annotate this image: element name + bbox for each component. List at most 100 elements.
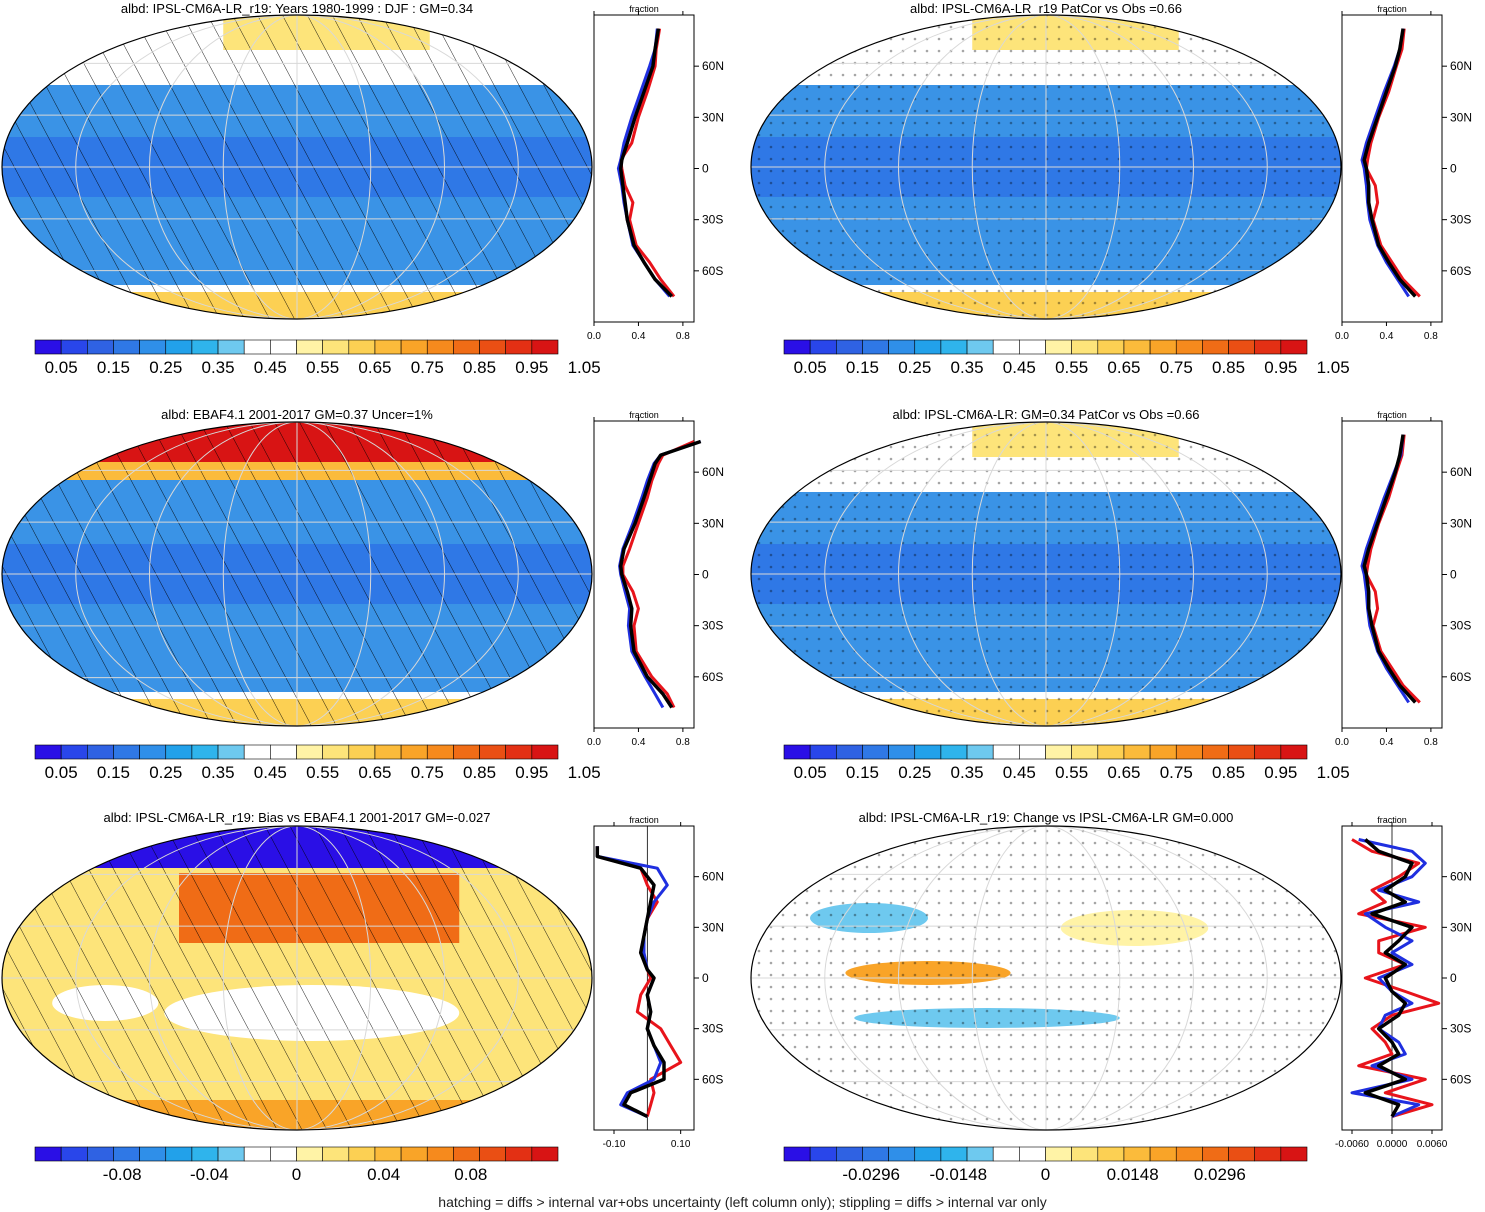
colorbar-swatch [87,339,114,355]
panel-title: albd: IPSL-CM6A-LR_r19: Bias vs EBAF4.1 … [104,810,491,825]
colorbar-swatch [1228,1146,1256,1162]
map-outline [1,421,593,727]
colorbar-swatch [322,339,350,355]
colorbar-swatch [60,744,88,760]
map-outline [750,421,1342,727]
colorbar-swatch [1019,339,1046,355]
profile-series-black [1363,838,1414,1118]
colorbar-swatch [270,339,297,355]
panel-title: albd: EBAF4.1 2001-2017 GM=0.37 Uncer=1% [161,407,433,422]
map-outline [1,14,593,320]
colorbar-tick-label: 0.85 [463,358,496,377]
lat-tick-label: 60N [702,870,724,884]
panel-p4: albd: IPSL-CM6A-LR: GM=0.34 PatCor vs Ob… [750,407,1472,782]
profile-series-black [1362,28,1417,298]
colorbar-tick-label: 0.08 [454,1165,487,1184]
lat-tick-label: 0 [1450,568,1457,582]
colorbar-swatch [139,339,167,355]
colorbar-tick-label: 0.55 [306,763,339,782]
profile-x-tick-label: 0.4 [631,737,645,748]
colorbar-swatch [505,744,533,760]
colorbar-swatch [1280,339,1308,355]
colorbar-tick-label: 0.35 [202,358,235,377]
colorbar-tick-label: 0 [292,1165,301,1184]
colorbar-swatch [992,339,1020,355]
map-body [2,826,592,1130]
profile-x-tick-label: 0.0 [587,331,601,342]
map-outline [750,14,1342,320]
profile-frame [1341,420,1443,729]
colorbar-tick-label: 0.25 [898,358,931,377]
colorbar-swatch [426,744,454,760]
lat-tick-label: 60N [702,59,724,73]
colorbar-swatch [217,1146,245,1162]
colorbar-swatch [113,1146,140,1162]
map-body [751,422,1341,726]
colorbar-tick-label: 0.85 [463,763,496,782]
profile-header: fraction [1377,815,1407,825]
colorbar-swatch [1254,1146,1282,1162]
lat-tick-label: 0 [702,971,709,985]
colorbar-swatch [113,339,140,355]
profile-x-tick-label: 0.4 [1379,331,1393,342]
panel-p5: albd: IPSL-CM6A-LR_r19: Bias vs EBAF4.1 … [1,810,724,1184]
colorbar-tick-label: -0.0296 [842,1165,900,1184]
colorbar-swatch [1097,339,1125,355]
colorbar-swatch [1045,339,1072,355]
colorbar-swatch [783,339,811,355]
colorbar-swatch [1123,1146,1151,1162]
colorbar-swatch [531,1146,559,1162]
colorbar-swatch [809,339,837,355]
colorbar-swatch [888,744,916,760]
profile-frame [593,14,695,323]
colorbar-tick-label: 1.05 [1317,763,1350,782]
colorbar-tick-label: 0.15 [97,763,130,782]
colorbar-swatch [783,744,811,760]
colorbar-tick-label: 0.0148 [1107,1165,1159,1184]
colorbar-swatch [165,339,193,355]
colorbar-tick-label: 1.05 [1317,358,1350,377]
colorbar-swatch [914,339,942,355]
profile-panel: fraction 60N 30N 0 30S 60S -0.10 0.10 [593,815,724,1150]
map-body [2,15,592,319]
lat-tick-label: 30S [702,619,723,633]
profile-header: fraction [629,815,659,825]
colorbar-tick-label: 0.95 [1264,763,1297,782]
colorbar-tick-label: 0.55 [1055,358,1088,377]
colorbar-swatch [1280,1146,1308,1162]
profile-series-black [618,439,702,709]
lat-tick-label: 60S [702,1072,723,1086]
longitude-gridline [222,15,372,319]
colorbar-swatch [453,339,480,355]
colorbar-swatch [914,744,942,760]
colorbar-swatch [191,1146,219,1162]
footnote: hatching = diffs > internal var+obs unce… [438,1194,1047,1210]
lat-tick-label: 60N [1450,59,1472,73]
colorbar-swatch [1149,1146,1177,1162]
colorbar-swatch [400,339,428,355]
profile-header: fraction [629,4,659,14]
colorbar-tick-label: 0.75 [1160,358,1193,377]
colorbar-swatch [914,1146,942,1162]
colorbar-tick-label: 0.85 [1212,358,1245,377]
profile-x-tick-label: -0.10 [603,1139,626,1150]
colorbar-tick-label: 0.65 [358,358,391,377]
colorbar-swatch [505,1146,533,1162]
colorbar-swatch [426,339,454,355]
lat-tick-label: 30S [1450,619,1471,633]
colorbar-swatch [60,339,88,355]
lat-tick-label: 30S [1450,1022,1471,1036]
colorbar-swatch [1202,744,1229,760]
colorbar-tick-label: 0.15 [846,358,879,377]
colorbar-swatch [1019,744,1046,760]
longitude-gridline [824,422,1268,726]
colorbar-swatch [34,339,62,355]
colorbar-swatch [243,744,271,760]
profile-x-tick-label: -0.0060 [1335,1139,1369,1150]
colorbar-swatch [348,339,376,355]
colorbar-tick-label: 1.05 [568,358,601,377]
colorbar-tick-label: 0 [1041,1165,1050,1184]
colorbar-tick-label: 0.55 [1055,763,1088,782]
colorbar-swatch [940,744,968,760]
